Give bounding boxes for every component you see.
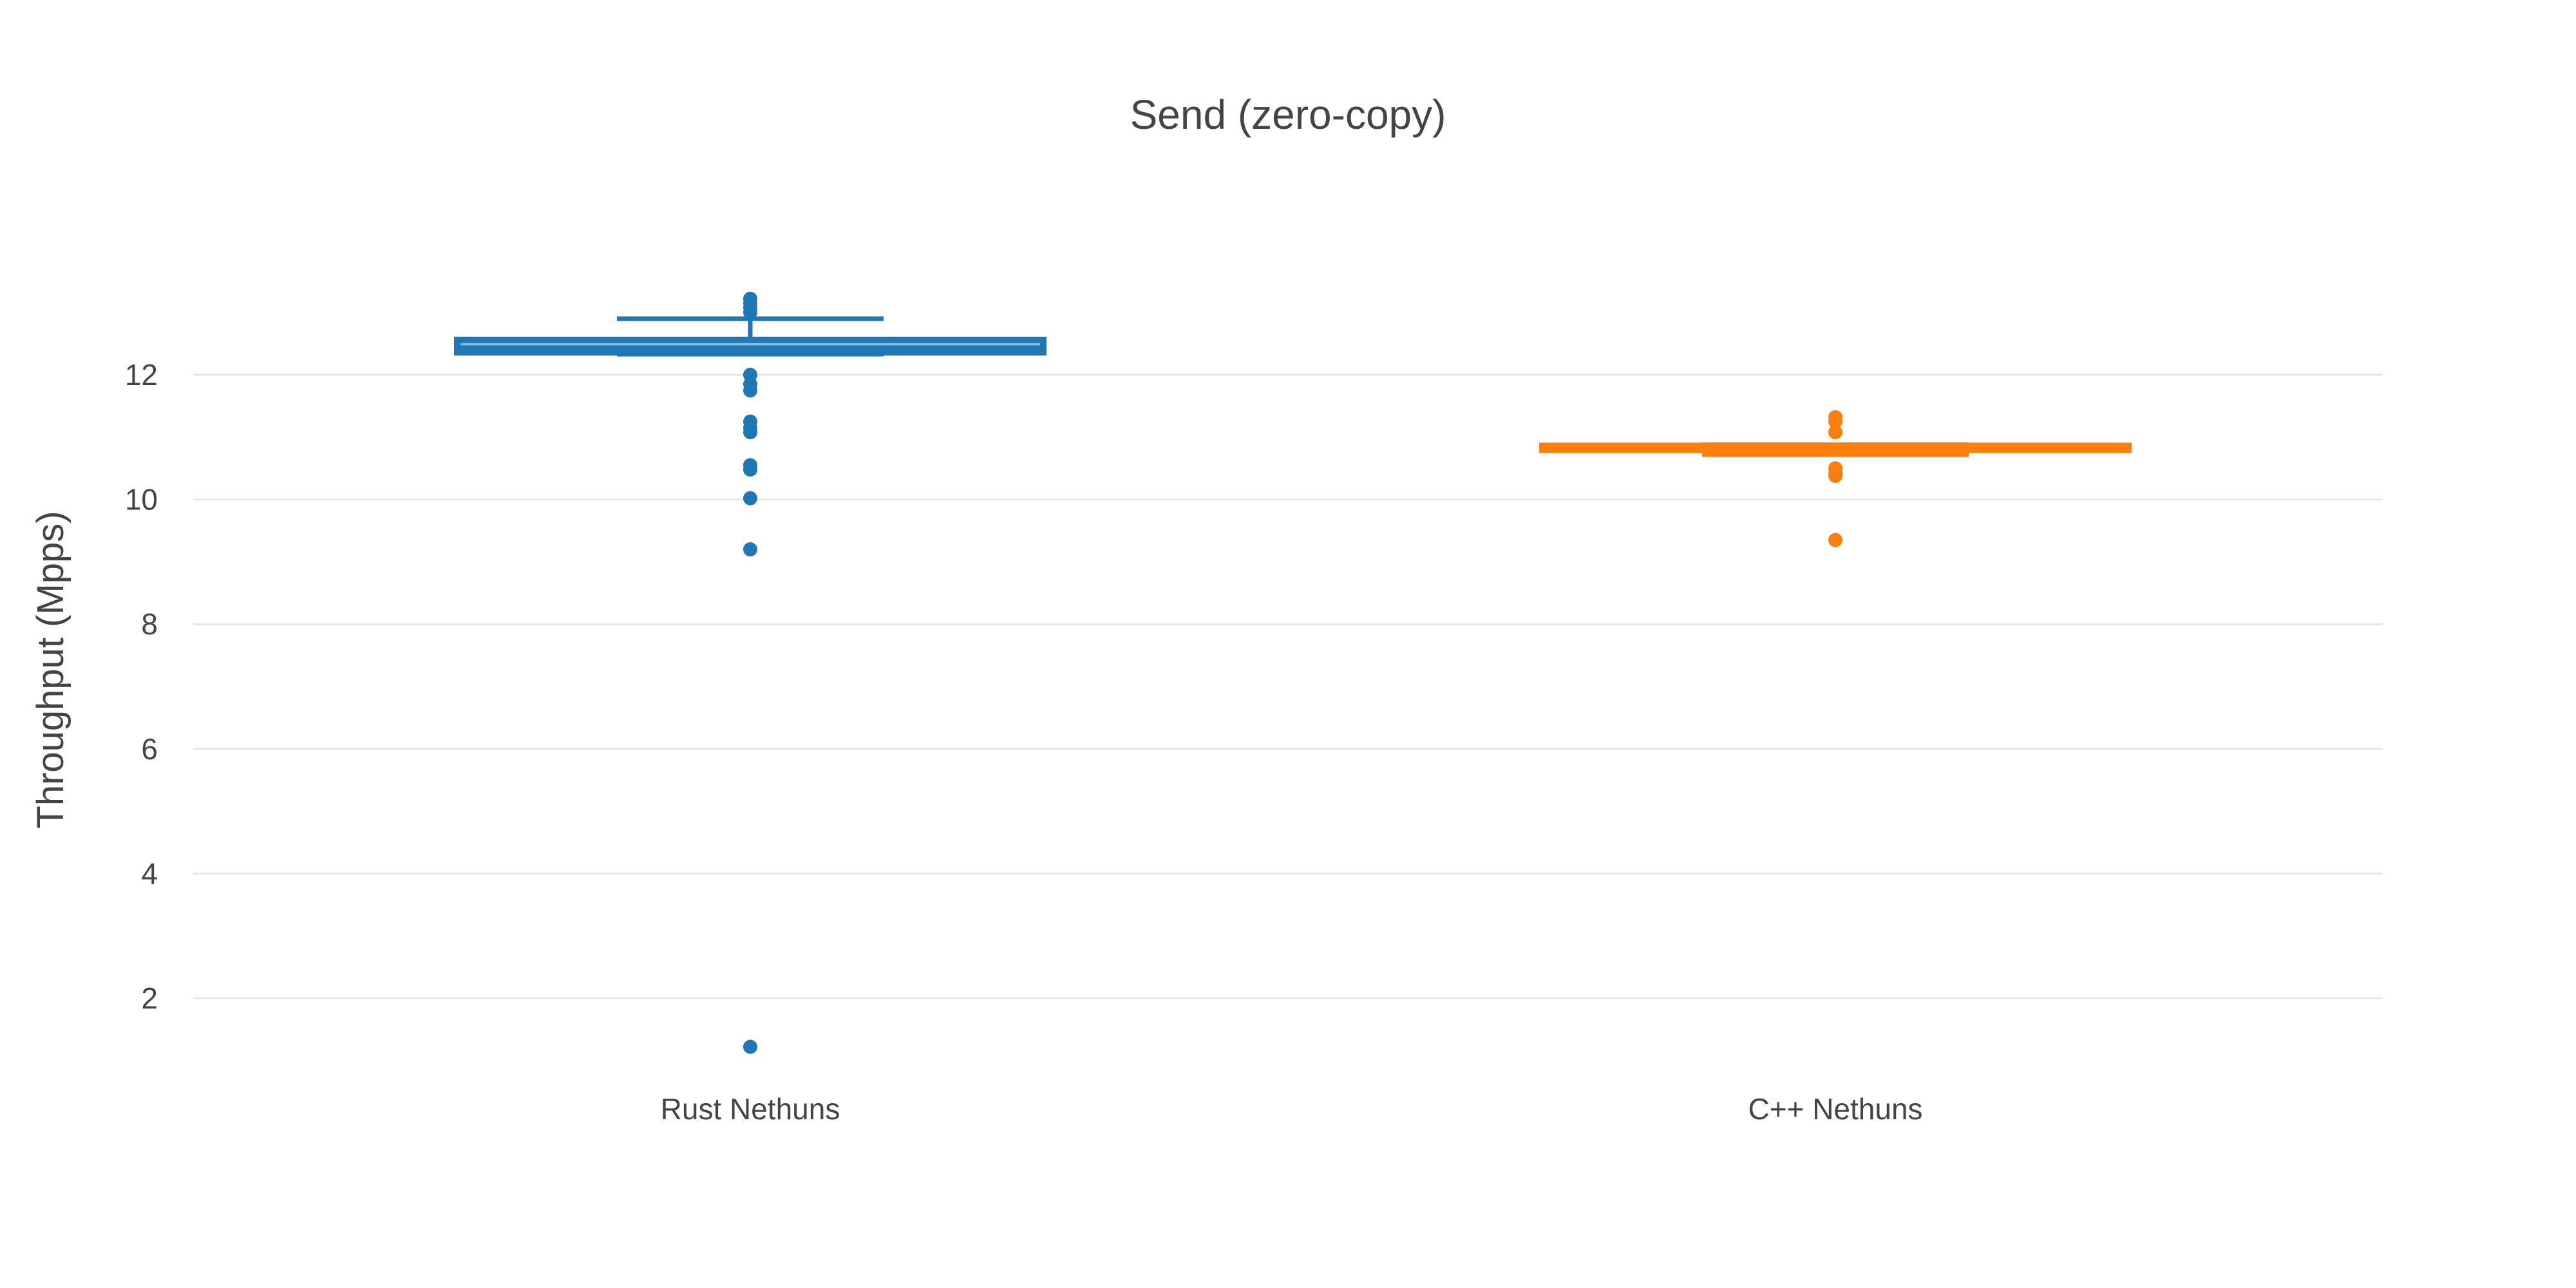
box-trace-rust bbox=[454, 291, 1046, 1054]
y-tick-label: 8 bbox=[141, 607, 158, 641]
chart-title: Send (zero-copy) bbox=[1130, 91, 1446, 138]
y-tick-label: 2 bbox=[141, 981, 158, 1015]
outlier-point bbox=[1828, 533, 1842, 547]
x-tick-label: Rust Nethuns bbox=[661, 1092, 840, 1126]
box-traces bbox=[454, 291, 2132, 1054]
outlier-point bbox=[743, 425, 757, 440]
outlier-point bbox=[743, 383, 757, 398]
outlier-point bbox=[743, 462, 757, 477]
y-tick-label: 6 bbox=[141, 732, 158, 766]
gridlines bbox=[193, 374, 2383, 999]
outlier-point bbox=[743, 1039, 757, 1054]
x-tick-label: C++ Nethuns bbox=[1748, 1092, 1922, 1126]
y-tick-label: 12 bbox=[125, 358, 158, 392]
y-tick-label: 10 bbox=[125, 483, 158, 516]
y-axis-title: Throughput (Mpps) bbox=[30, 511, 71, 828]
outlier-point bbox=[743, 305, 757, 320]
outlier-point bbox=[1828, 414, 1842, 429]
outlier-point bbox=[743, 542, 757, 557]
y-tick-label: 4 bbox=[141, 857, 158, 890]
y-axis-ticks: 2 4 6 8 10 12 bbox=[125, 358, 158, 1015]
box-trace-cpp bbox=[1539, 410, 2132, 547]
outlier-point bbox=[1828, 425, 1842, 440]
outlier-point bbox=[1828, 468, 1842, 483]
outlier-point bbox=[743, 491, 757, 506]
x-axis-ticks: Rust Nethuns C++ Nethuns bbox=[661, 1092, 1923, 1126]
